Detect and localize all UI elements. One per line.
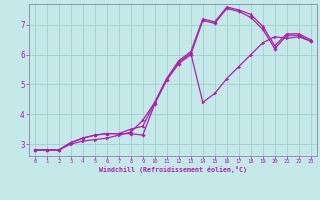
X-axis label: Windchill (Refroidissement éolien,°C): Windchill (Refroidissement éolien,°C)	[99, 166, 247, 173]
